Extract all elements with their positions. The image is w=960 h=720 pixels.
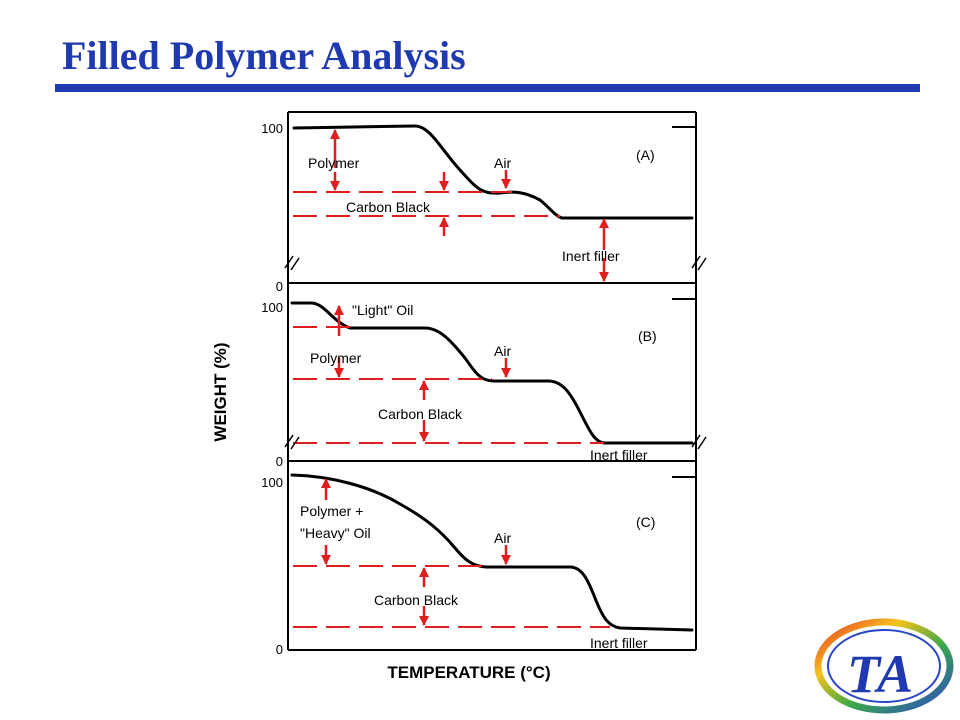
panel-c-tick-0: 0 [276, 642, 283, 657]
axis-break-b-right [691, 434, 707, 450]
panel-c-curve [290, 473, 694, 632]
x-axis-title: TEMPERATURE (°C) [387, 663, 550, 682]
panel-a-inert-filler-label: Inert filler [562, 248, 620, 264]
panel-a-polymer-label: Polymer [308, 155, 360, 171]
panel-b-carbon-black-label: Carbon Black [378, 406, 463, 422]
panel-c-tag: (C) [636, 514, 655, 530]
panel-a-curve [292, 124, 694, 220]
panel-a: 100 0 (A) Polymer Air Carbon Black Inert… [261, 111, 707, 294]
ta-logo: TA [814, 618, 954, 714]
slide-title: Filled Polymer Analysis [62, 33, 466, 78]
axis-break-a-left [284, 255, 300, 271]
y-axis-title: WEIGHT (%) [211, 342, 230, 441]
panel-b-air-label: Air [494, 343, 511, 359]
panel-b-tag: (B) [638, 328, 657, 344]
axis-break-b-left [284, 434, 300, 450]
panel-c-air-label: Air [494, 530, 511, 546]
ta-logo-text: TA [847, 644, 913, 704]
panel-b: 100 0 (B) "Light" Oil Polymer Air Carbon… [261, 286, 707, 469]
panel-c-polymer-label-line2: "Heavy" Oil [300, 525, 371, 541]
ta-logo-inner-ring [827, 629, 941, 703]
panel-b-tick-100: 100 [261, 300, 283, 315]
panel-a-tag: (A) [636, 147, 655, 163]
panel-c-tick-100: 100 [261, 475, 283, 490]
panel-a-carbon-black-label: Carbon Black [346, 199, 431, 215]
panel-b-inert-filler-label: Inert filler [590, 447, 648, 463]
panel-b-curve [290, 301, 694, 445]
panel-a-air-label: Air [494, 155, 511, 171]
panel-b-light-oil-label: "Light" Oil [352, 302, 413, 318]
panel-c-inert-filler-label: Inert filler [590, 635, 648, 651]
axis-break-a-right [691, 255, 707, 271]
ta-logo-ring [814, 618, 954, 714]
panel-a-tick-100: 100 [261, 121, 283, 136]
panel-c: 100 0 (C) Polymer + "Heavy" Oil Air Carb… [261, 463, 697, 657]
title-rule [55, 84, 920, 92]
panel-b-tick-0: 0 [276, 454, 283, 469]
panel-b-polymer-label: Polymer [310, 350, 362, 366]
panel-c-carbon-black-label: Carbon Black [374, 592, 459, 608]
panel-a-tick-0: 0 [276, 279, 283, 294]
panel-c-polymer-label-line1: Polymer + [300, 503, 363, 519]
